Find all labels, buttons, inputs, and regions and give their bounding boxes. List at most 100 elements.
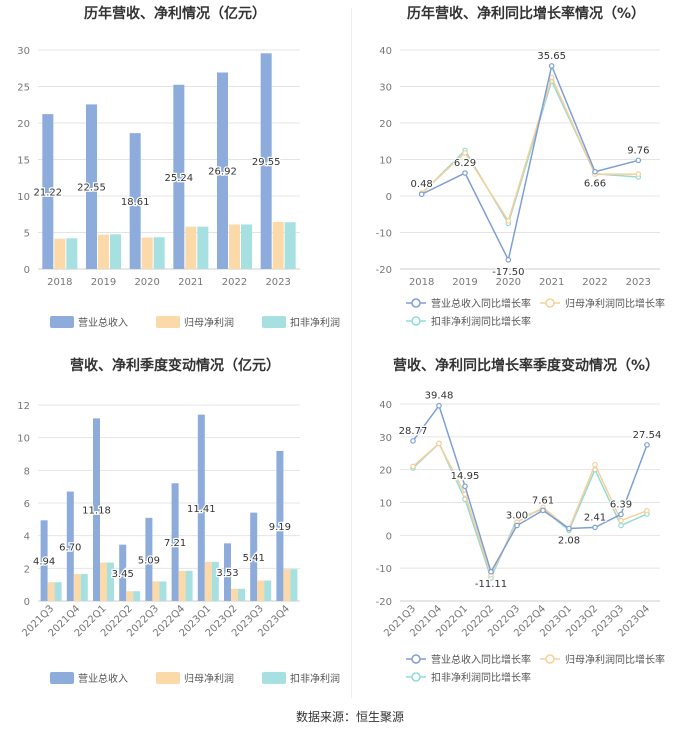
annual-growth-chart: 历年营收、净利同比增长率情况（%） -20 -10 0 10 20 30 40 2018 2019… [376, 5, 665, 328]
series-line-0 [421, 63, 639, 263]
bar-deducted-profit [54, 582, 62, 601]
series-line-2 [421, 78, 639, 226]
bar-revenue [93, 418, 100, 601]
data-point [410, 463, 416, 470]
legend-swatch [262, 672, 286, 684]
y-tick-label: 15 [17, 156, 30, 167]
legend-label: 扣非净利润 [290, 672, 340, 685]
bar-revenue [224, 543, 231, 601]
data-point [462, 170, 468, 176]
bar-net-profit [229, 224, 240, 269]
quarter-bar-chart: 营收、净利季度变动情况（亿元）0246810122021Q32021Q42022… [17, 357, 340, 685]
data-label: 2.41 [584, 512, 606, 523]
y-tick-label: 0 [24, 265, 30, 276]
data-point [418, 191, 425, 198]
data-label: 6.70 [59, 542, 81, 553]
bar-revenue [129, 133, 141, 269]
data-label: 18.61 [121, 197, 150, 208]
bar-deducted-profit [185, 570, 193, 601]
data-label: 21.22 [34, 188, 63, 199]
data-point [618, 522, 624, 529]
data-point [505, 257, 512, 263]
y-tick-label: 30 [379, 83, 392, 94]
data-label: 25.24 [165, 173, 194, 184]
data-point [644, 442, 650, 448]
data-point [462, 483, 468, 490]
data-label: 35.65 [537, 51, 566, 62]
data-label: 27.54 [633, 430, 662, 441]
data-point [514, 522, 520, 529]
legend-swatch [262, 316, 286, 328]
bar-revenue [197, 414, 205, 601]
bar-net-profit [204, 561, 212, 601]
bar-net-profit [126, 591, 134, 601]
data-label: 2.08 [558, 536, 580, 547]
data-label: 0.48 [411, 179, 433, 190]
legend-label: 扣非净利润同比增长率 [431, 315, 531, 328]
bar-revenue [40, 520, 48, 601]
bar-net-profit [73, 574, 81, 601]
x-tick-label: 2022 [582, 277, 607, 288]
data-label: 5.09 [138, 555, 160, 566]
data-label: 3.00 [506, 510, 528, 521]
data-label: 14.95 [451, 471, 480, 482]
y-tick-label: 40 [379, 46, 392, 57]
legend-label: 营业总收入 [78, 316, 128, 329]
data-label: 4.94 [33, 557, 55, 568]
annual-bar-chart: 历年营收、净利情况（亿元） 0 5 10 15 20 25 30 2018 2019 2020 202… [17, 5, 340, 329]
x-tick-label: 2019 [91, 277, 116, 288]
legend-swatch [156, 316, 180, 328]
y-tick-label: 30 [379, 433, 392, 444]
chart-title: 营收、净利季度变动情况（亿元） [70, 357, 280, 374]
bar-net-profit [141, 237, 153, 269]
bar-deducted-profit [110, 234, 121, 269]
data-point [410, 438, 416, 444]
series-line-1 [412, 442, 648, 577]
legend-marker [411, 654, 421, 664]
bar-deducted-profit [159, 581, 167, 601]
chart-title: 历年营收、净利同比增长率情况（%） [407, 5, 645, 22]
legend-swatch [50, 672, 74, 684]
legend-marker [411, 316, 421, 326]
bar-revenue [276, 450, 284, 601]
data-source: 数据来源：恒生聚源 [295, 710, 404, 724]
bar-net-profit [257, 580, 265, 601]
data-point [548, 63, 555, 69]
legend-label: 归母净利润同比增长率 [565, 297, 665, 310]
x-tick-label: 2021 [539, 277, 564, 288]
data-label: 3.53 [216, 568, 238, 579]
bar-deducted-profit [80, 574, 88, 601]
legend-swatch [50, 316, 74, 328]
legend-marker [545, 298, 555, 308]
y-tick-label: 10 [17, 192, 30, 203]
y-tick-label: 20 [379, 466, 392, 477]
bar-deducted-profit [264, 580, 272, 601]
data-point [436, 440, 442, 447]
x-tick-label: 2020 [134, 277, 159, 288]
legend-label: 归母净利润同比增长率 [565, 653, 665, 666]
y-tick-label: 25 [17, 83, 30, 94]
data-label: 39.48 [425, 391, 454, 402]
x-tick-label: 2020 [496, 277, 521, 288]
y-tick-label: -20 [376, 265, 392, 276]
bar-deducted-profit [241, 224, 252, 269]
bar-net-profit [152, 581, 160, 601]
data-point [592, 524, 598, 531]
data-label: 9.76 [627, 145, 649, 156]
data-point [462, 150, 468, 156]
y-tick-label: 8 [24, 466, 30, 477]
data-point [488, 569, 494, 575]
legend-label: 扣非净利润 [290, 316, 340, 329]
quarter-growth-chart: 营收、净利同比增长率季度变动情况（%）-20-100102030402021Q3… [376, 357, 665, 684]
y-tick-label: 40 [379, 400, 392, 411]
bar-revenue [119, 544, 127, 601]
x-tick-label: 2018 [409, 277, 434, 288]
y-tick-label: 10 [17, 434, 30, 445]
bar-net-profit [272, 221, 284, 269]
data-point [540, 507, 546, 514]
data-label: 7.21 [164, 538, 186, 549]
y-tick-label: -20 [376, 597, 392, 608]
bar-net-profit [231, 588, 238, 601]
data-label: 11.41 [187, 504, 216, 515]
bar-deducted-profit [197, 226, 209, 269]
